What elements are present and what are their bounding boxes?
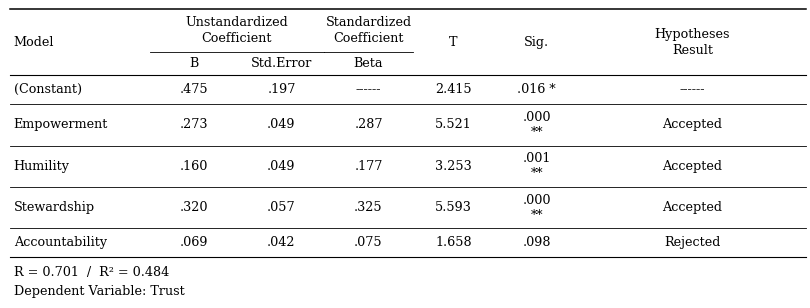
Text: Model: Model bbox=[14, 36, 54, 49]
Text: 1.658: 1.658 bbox=[435, 236, 472, 249]
Text: 3.253: 3.253 bbox=[435, 160, 472, 173]
Text: .075: .075 bbox=[354, 236, 383, 249]
Text: B: B bbox=[190, 57, 199, 70]
Text: ------: ------ bbox=[680, 83, 706, 96]
Text: .049: .049 bbox=[267, 160, 296, 173]
Text: .000
**: .000 ** bbox=[522, 111, 551, 139]
Text: .000
**: .000 ** bbox=[522, 194, 551, 221]
Text: .049: .049 bbox=[267, 119, 296, 132]
Text: .287: .287 bbox=[354, 119, 383, 132]
Text: 2.415: 2.415 bbox=[435, 83, 472, 96]
Text: Accepted: Accepted bbox=[663, 119, 723, 132]
Text: Accepted: Accepted bbox=[663, 160, 723, 173]
Text: 5.593: 5.593 bbox=[435, 201, 472, 214]
Text: .320: .320 bbox=[180, 201, 209, 214]
Text: ------: ------ bbox=[356, 83, 382, 96]
Text: .475: .475 bbox=[180, 83, 209, 96]
Text: Unstandardized
Coefficient: Unstandardized Coefficient bbox=[185, 16, 288, 45]
Text: Std.Error: Std.Error bbox=[251, 57, 312, 70]
Text: .069: .069 bbox=[180, 236, 209, 249]
Text: Accountability: Accountability bbox=[14, 236, 107, 249]
Text: Beta: Beta bbox=[354, 57, 383, 70]
Text: .197: .197 bbox=[267, 83, 296, 96]
Text: .177: .177 bbox=[354, 160, 383, 173]
Text: .057: .057 bbox=[267, 201, 296, 214]
Text: .273: .273 bbox=[180, 119, 209, 132]
Text: Sig.: Sig. bbox=[524, 36, 549, 49]
Text: Humility: Humility bbox=[14, 160, 70, 173]
Text: .325: .325 bbox=[354, 201, 383, 214]
Text: R = 0.701  /  R² = 0.484: R = 0.701 / R² = 0.484 bbox=[14, 266, 169, 279]
Text: .098: .098 bbox=[522, 236, 551, 249]
Text: .160: .160 bbox=[180, 160, 209, 173]
Text: T: T bbox=[450, 36, 458, 49]
Text: Stewardship: Stewardship bbox=[14, 201, 95, 214]
Text: Empowerment: Empowerment bbox=[14, 119, 109, 132]
Text: Standardized
Coefficient: Standardized Coefficient bbox=[326, 16, 411, 45]
Text: (Constant): (Constant) bbox=[14, 83, 82, 96]
Text: Dependent Variable: Trust: Dependent Variable: Trust bbox=[14, 285, 185, 298]
Text: Accepted: Accepted bbox=[663, 201, 723, 214]
Text: .001
**: .001 ** bbox=[522, 152, 551, 180]
Text: Hypotheses
Result: Hypotheses Result bbox=[654, 28, 731, 57]
Text: 5.521: 5.521 bbox=[435, 119, 472, 132]
Text: Rejected: Rejected bbox=[664, 236, 721, 249]
Text: .016 *: .016 * bbox=[518, 83, 556, 96]
Text: .042: .042 bbox=[267, 236, 296, 249]
